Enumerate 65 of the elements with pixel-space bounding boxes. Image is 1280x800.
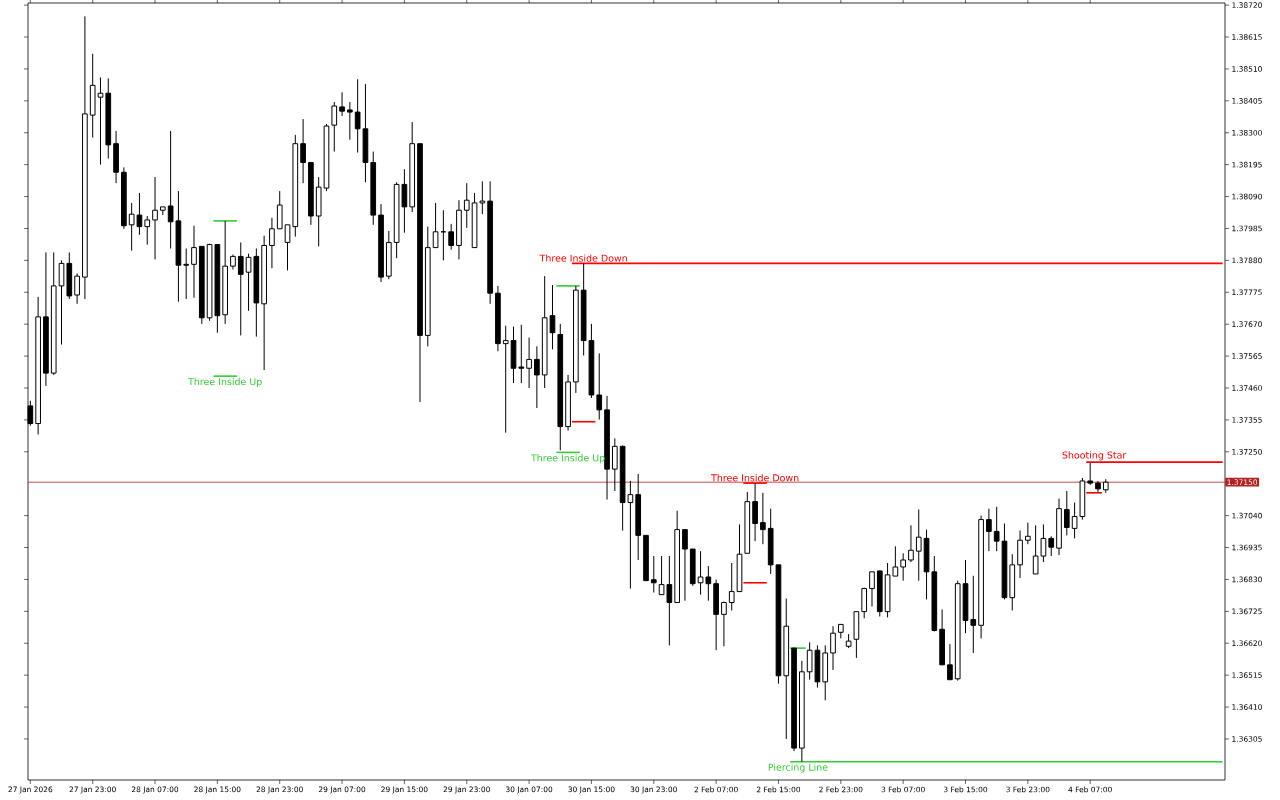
candlestick bbox=[978, 515, 984, 639]
candlestick bbox=[830, 625, 836, 671]
candlestick bbox=[799, 660, 805, 763]
candlestick bbox=[534, 345, 540, 409]
candlestick bbox=[121, 166, 127, 230]
candlestick bbox=[986, 508, 992, 552]
candlestick bbox=[261, 235, 267, 371]
candlestick bbox=[35, 296, 41, 435]
candlestick bbox=[752, 482, 758, 542]
candlestick bbox=[82, 15, 88, 300]
candlestick bbox=[635, 473, 642, 561]
candlestick bbox=[74, 272, 80, 305]
annotation: Three Inside Down bbox=[711, 474, 799, 482]
candlestick bbox=[269, 217, 275, 269]
candlestick bbox=[970, 575, 977, 654]
candlestick bbox=[487, 180, 493, 305]
candlestick bbox=[1025, 522, 1031, 545]
annotation: Three Inside Up bbox=[188, 377, 262, 387]
candlestick bbox=[463, 182, 470, 229]
candlestick bbox=[222, 220, 229, 325]
candlestick bbox=[456, 199, 462, 260]
candlestick bbox=[596, 352, 603, 421]
candlestick bbox=[713, 579, 719, 651]
candlestick bbox=[1009, 553, 1016, 611]
candlestick bbox=[760, 492, 766, 545]
candlestick bbox=[908, 524, 914, 563]
candlestick bbox=[1017, 530, 1023, 579]
candlestick bbox=[502, 325, 509, 434]
candlestick bbox=[385, 230, 392, 280]
candlestick bbox=[191, 225, 197, 299]
annotation: Piercing Line bbox=[768, 763, 828, 773]
candlestick bbox=[339, 91, 345, 117]
candlestick bbox=[105, 77, 112, 160]
candlestick bbox=[370, 151, 377, 226]
candlestick bbox=[573, 285, 579, 394]
candlestick bbox=[378, 203, 384, 283]
candlestick bbox=[300, 118, 306, 184]
candlestick bbox=[526, 337, 532, 389]
candlestick bbox=[783, 598, 790, 740]
candlestick bbox=[565, 374, 571, 432]
candlestick bbox=[347, 101, 353, 141]
candlestick bbox=[611, 437, 618, 492]
candlestick bbox=[409, 121, 416, 213]
candlestick bbox=[237, 241, 244, 336]
candlestick bbox=[1102, 478, 1109, 494]
candlestick bbox=[183, 248, 190, 300]
candlestick bbox=[915, 509, 922, 582]
annotation: Shooting Star bbox=[1062, 451, 1127, 461]
candlestick bbox=[424, 226, 431, 347]
candlestick bbox=[152, 176, 158, 260]
candlestick bbox=[113, 130, 119, 184]
candlestick bbox=[230, 254, 236, 270]
candlestick bbox=[650, 555, 657, 593]
candlestick bbox=[1087, 462, 1094, 486]
candlestick bbox=[50, 251, 57, 376]
annotation: Three Inside Down bbox=[539, 254, 627, 262]
candlestick bbox=[518, 324, 525, 384]
candlestick bbox=[1063, 490, 1070, 536]
candlestick bbox=[1048, 535, 1055, 557]
candlestick bbox=[1095, 480, 1101, 493]
candlestick bbox=[1056, 498, 1062, 556]
candlestick bbox=[604, 395, 610, 501]
candlestick bbox=[495, 285, 501, 352]
candlestick bbox=[557, 323, 564, 451]
candlestick bbox=[43, 251, 49, 387]
